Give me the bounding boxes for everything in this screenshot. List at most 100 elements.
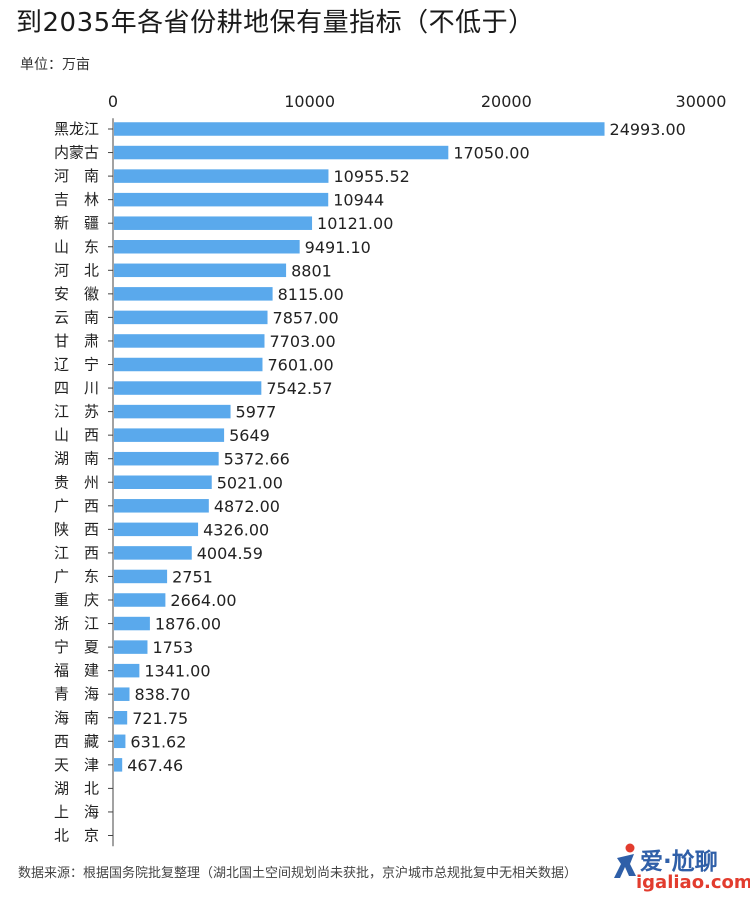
data-label: 467.46 (127, 756, 183, 775)
unit-label: 单位：万亩 (20, 57, 90, 73)
bar (114, 522, 199, 537)
y-tick-label: 海 南 (54, 709, 99, 727)
bar (114, 687, 130, 701)
data-label: 4326.00 (203, 520, 269, 539)
y-tick-label: 宁 夏 (54, 638, 99, 656)
data-label: 9491.10 (305, 238, 371, 257)
bar (114, 122, 605, 136)
x-tick-label: 10000 (284, 92, 335, 111)
bar (114, 451, 219, 466)
y-tick-label: 北 京 (54, 827, 99, 845)
bars: 24993.00 17050.00 10955.52 10944 10121.00 949… (114, 120, 686, 775)
bar (114, 404, 231, 419)
data-label: 10121.00 (317, 214, 393, 233)
bar (114, 287, 273, 301)
bar (114, 334, 265, 348)
y-tick-label: 四 川 (54, 379, 99, 397)
x-tick-label: 0 (108, 92, 118, 111)
x-tick-label: 30000 (676, 92, 727, 111)
y-tick-label: 山 西 (54, 426, 99, 444)
bar (114, 428, 225, 442)
data-label: 1753 (152, 638, 193, 657)
data-label: 1341.00 (144, 662, 210, 681)
y-tick-label: 广 西 (54, 497, 99, 515)
data-label: 17050.00 (453, 144, 529, 163)
y-tick-label: 安 徽 (54, 285, 99, 303)
figure-icon (614, 843, 636, 878)
y-tick-label: 辽 宁 (54, 356, 99, 374)
y-tick-label: 江 苏 (54, 403, 99, 421)
bar (114, 381, 262, 395)
data-label: 7542.57 (266, 379, 332, 398)
bar (114, 192, 329, 207)
y-tick-label: 上 海 (54, 803, 99, 821)
bar (114, 169, 329, 183)
data-label: 5021.00 (217, 473, 283, 492)
data-label: 4872.00 (214, 497, 280, 516)
data-label: 2751 (172, 567, 213, 586)
y-tick-label: 西 藏 (54, 732, 99, 750)
data-label: 7857.00 (273, 308, 339, 327)
bar (114, 734, 126, 749)
data-label: 24993.00 (610, 120, 686, 139)
data-label: 4004.59 (197, 544, 263, 563)
bar (114, 640, 148, 654)
watermark-brand: 爱·尬聊 (640, 849, 718, 875)
bar (114, 616, 150, 631)
bar (114, 357, 263, 372)
data-label: 721.75 (132, 709, 188, 728)
bar (114, 499, 209, 513)
data-label: 10944 (333, 191, 384, 210)
data-label: 5372.66 (224, 450, 290, 469)
y-tick-label: 河 北 (54, 261, 99, 279)
y-tick-label: 重 庆 (54, 591, 99, 609)
y-tick-label: 甘 肃 (54, 332, 99, 350)
x-tick-label: 20000 (481, 92, 532, 111)
data-label: 631.62 (130, 732, 186, 751)
bar (114, 569, 168, 584)
y-tick-label: 吉 林 (54, 191, 99, 209)
y-tick-label: 内蒙古 (54, 144, 99, 162)
y-tick-label: 山 东 (54, 238, 99, 256)
bar (114, 663, 140, 678)
bar (114, 310, 268, 325)
y-tick-label: 陕 西 (54, 520, 99, 538)
data-label: 2664.00 (170, 591, 236, 610)
y-tick-label: 河 南 (54, 167, 99, 185)
data-label: 5649 (229, 426, 270, 445)
y-tick-label: 浙 江 (54, 615, 99, 633)
bar (114, 546, 192, 560)
data-label: 10955.52 (333, 167, 409, 186)
data-label: 7703.00 (269, 332, 335, 351)
y-tick-label: 湖 南 (54, 450, 99, 468)
bar (114, 711, 128, 725)
y-tick-label: 广 东 (54, 567, 99, 585)
bar (114, 145, 449, 160)
bar (114, 475, 212, 489)
y-tick-label: 新 疆 (54, 214, 99, 232)
watermark-url: igaliao.com (636, 872, 750, 893)
data-label: 8115.00 (278, 285, 344, 304)
y-tick-label: 云 南 (54, 308, 99, 326)
y-tick-label: 福 建 (54, 662, 99, 680)
bar (114, 758, 123, 772)
data-source-note: 数据来源：根据国务院批复整理（湖北国土空间规划尚未获批，京沪城市总规批复中无相关… (18, 866, 578, 881)
y-tick-label: 天 津 (54, 756, 99, 774)
data-label: 8801 (291, 261, 332, 280)
bar (114, 263, 287, 278)
data-label: 5977 (236, 403, 277, 422)
y-tick-label: 江 西 (54, 544, 99, 562)
data-label: 838.70 (134, 685, 190, 704)
y-tick-label: 黑龙江 (54, 120, 99, 138)
y-tick-label: 湖 北 (54, 779, 99, 797)
bar (114, 593, 166, 607)
bar (114, 240, 300, 254)
data-label: 1876.00 (155, 615, 221, 634)
bar (114, 216, 313, 230)
y-tick-label: 贵 州 (54, 473, 99, 491)
data-label: 7601.00 (267, 356, 333, 375)
y-tick-label: 青 海 (54, 685, 99, 703)
x-axis-ticks: 0 10000 20000 30000 (108, 92, 727, 111)
